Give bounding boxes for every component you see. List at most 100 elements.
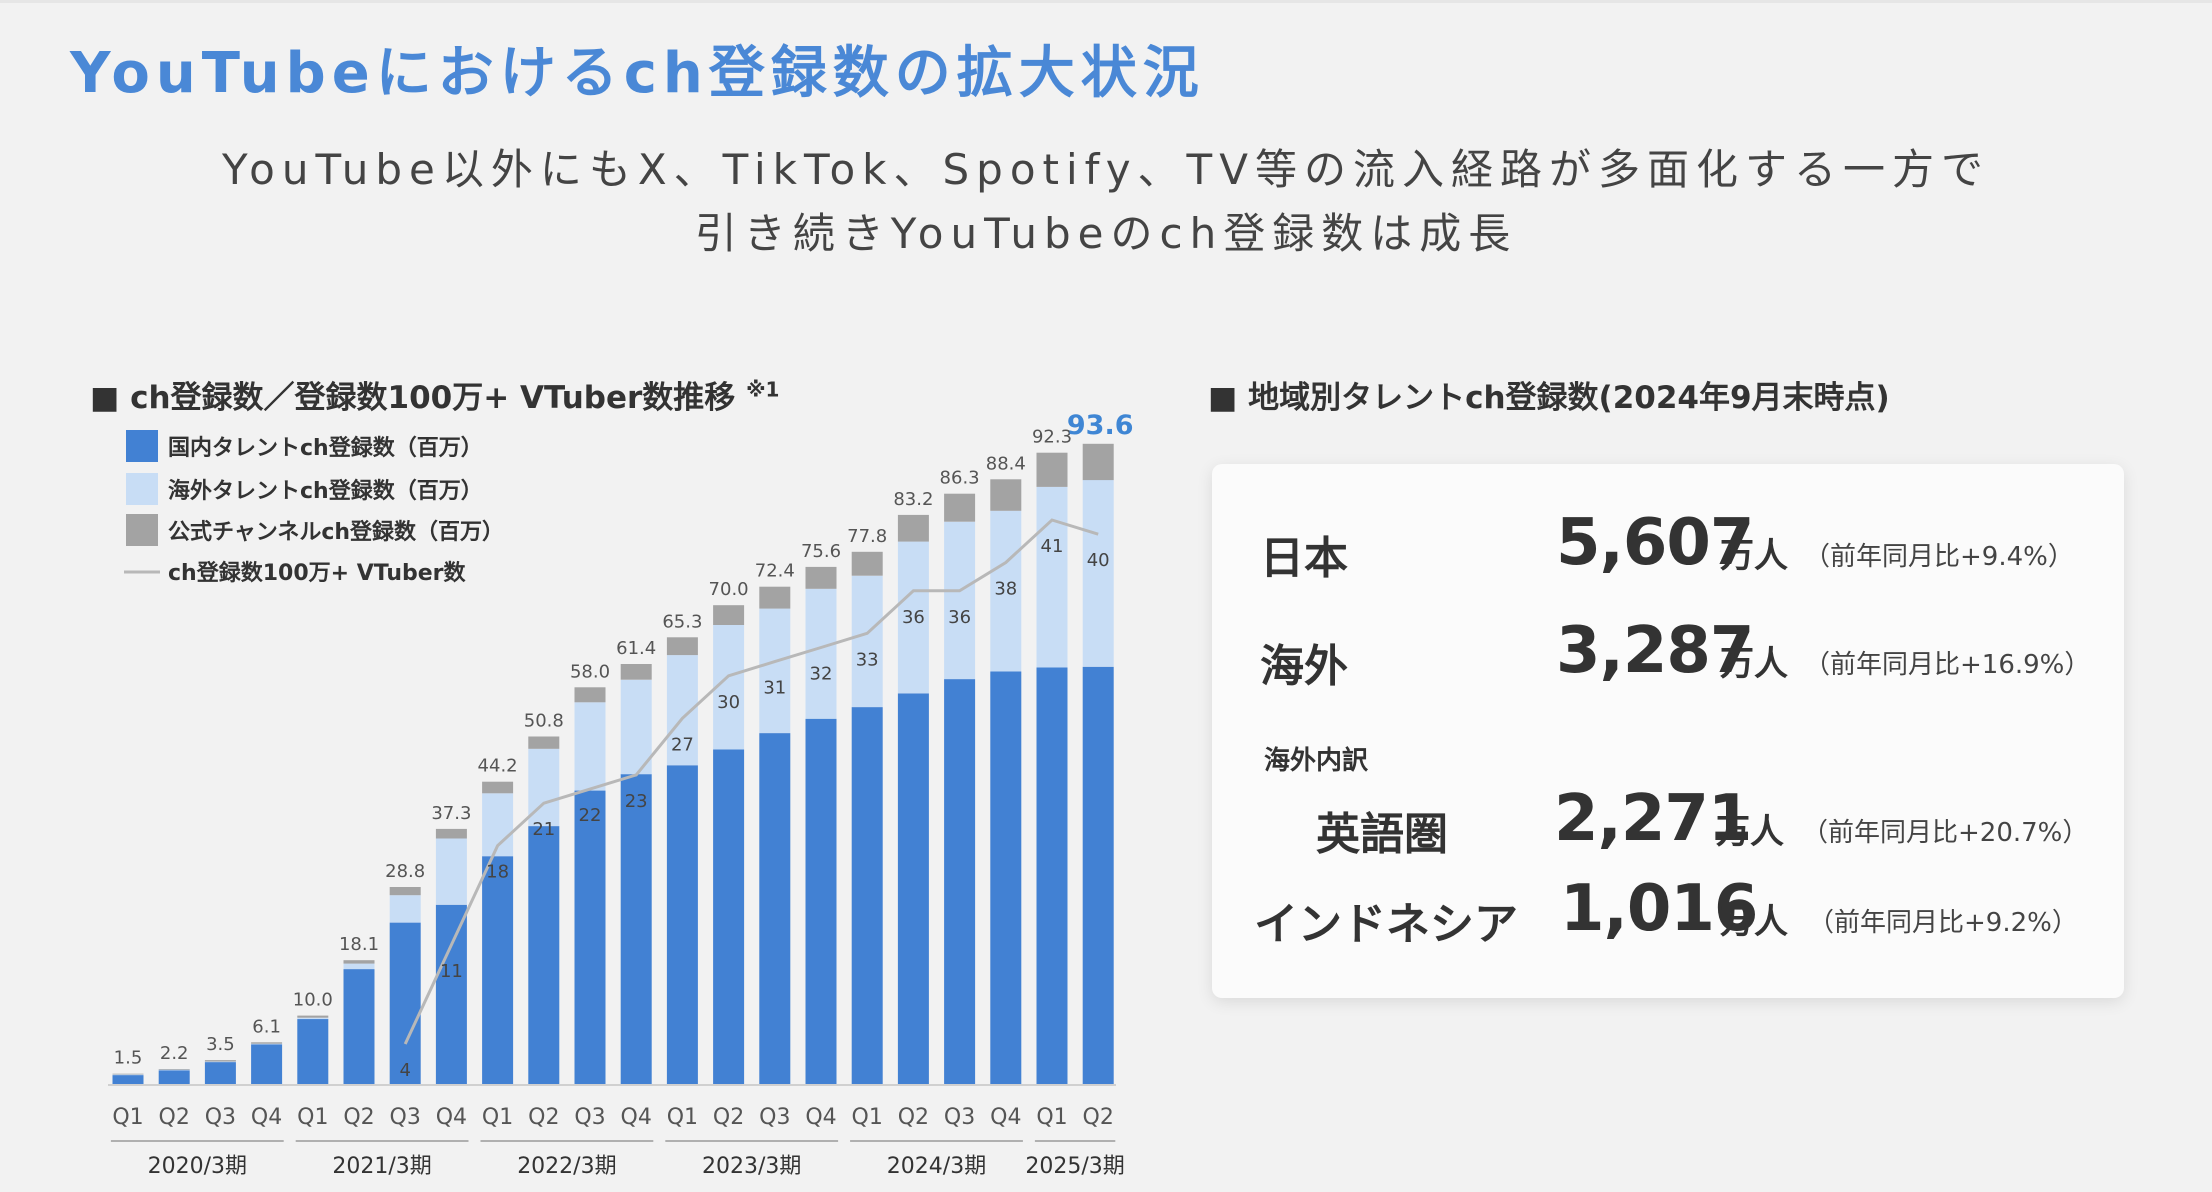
total-label-12: 65.3 <box>662 611 702 632</box>
bar-segment-0-20 <box>1036 667 1068 1084</box>
bar-segment-2-18 <box>944 493 976 522</box>
bar-segment-1-0 <box>112 1074 144 1076</box>
total-label-14: 72.4 <box>755 561 795 582</box>
region-unit-english: 万人 <box>1716 812 1784 852</box>
bar-segment-0-14 <box>759 733 791 1084</box>
total-label-20: 92.3 <box>1032 427 1072 448</box>
bar-segment-1-4 <box>297 1017 329 1020</box>
total-label-18: 86.3 <box>940 468 980 489</box>
bar-segment-1-14 <box>759 608 791 734</box>
region-name-overseas: 海外 <box>1260 641 1348 692</box>
tick-label-8: Q1 <box>482 1105 513 1130</box>
bar-segment-2-9 <box>528 736 560 749</box>
region-value-indonesia: 1,016 <box>1560 872 1758 946</box>
bar-segment-0-3 <box>251 1044 283 1084</box>
bar-segment-0-19 <box>990 671 1022 1084</box>
tick-label-13: Q2 <box>713 1105 744 1130</box>
tick-label-2: Q3 <box>205 1105 236 1130</box>
chart-section-note: ※1 <box>746 377 780 402</box>
bar-segment-0-0 <box>112 1075 144 1084</box>
vtuber-label-6: 27 <box>671 734 694 755</box>
bar-segment-0-17 <box>897 693 929 1084</box>
total-label-2: 3.5 <box>206 1034 235 1055</box>
bar-segment-0-4 <box>297 1019 329 1084</box>
bar-segment-0-18 <box>944 679 976 1084</box>
chart-bars <box>112 443 1114 1084</box>
chart-section-label-text: ■ ch登録数／登録数100万+ VTuber数推移 <box>90 380 736 416</box>
bar-segment-1-20 <box>1036 486 1068 668</box>
bar-segment-0-6 <box>389 922 421 1084</box>
tick-label-3: Q4 <box>251 1105 282 1130</box>
tick-label-5: Q2 <box>343 1105 374 1130</box>
region-yoy-japan: （前年同月比+9.4%） <box>1804 542 2074 572</box>
bar-segment-1-1 <box>158 1069 190 1071</box>
tick-label-14: Q3 <box>759 1105 790 1130</box>
bar-segment-0-5 <box>343 969 375 1084</box>
bar-segment-2-13 <box>713 605 745 625</box>
bar-segment-2-1 <box>158 1069 190 1070</box>
total-label-13: 70.0 <box>709 579 749 600</box>
region-name-indonesia: インドネシア <box>1254 899 1518 950</box>
bar-segment-0-11 <box>620 774 652 1084</box>
bar-segment-2-16 <box>851 551 883 576</box>
vtuber-label-0: 4 <box>399 1060 410 1081</box>
legend-label-line: ch登録数100万+ VTuber数 <box>168 560 467 586</box>
bar-segment-1-21 <box>1082 480 1114 667</box>
page-subtitle-line2: 引き続きYouTubeのch登録数は成長 <box>694 209 1518 258</box>
bar-segment-1-10 <box>574 702 606 791</box>
bar-segment-2-3 <box>251 1042 283 1044</box>
total-label-15: 75.6 <box>801 541 841 562</box>
total-label-4: 10.0 <box>293 990 333 1011</box>
bar-segment-0-16 <box>851 707 883 1084</box>
region-name-japan: 日本 <box>1260 533 1348 584</box>
bar-segment-1-7 <box>435 838 467 905</box>
tick-label-6: Q3 <box>390 1105 421 1130</box>
legend-swatch-1 <box>126 473 158 505</box>
total-label-16: 77.8 <box>847 526 887 547</box>
total-label-5: 18.1 <box>339 934 379 955</box>
top-border <box>0 0 2212 3</box>
total-label-19: 88.4 <box>986 453 1026 474</box>
bar-segment-0-12 <box>666 765 698 1084</box>
vtuber-label-3: 21 <box>532 819 555 840</box>
tick-label-10: Q3 <box>574 1105 605 1130</box>
subscriber-chart: 国内タレントch登録数（百万） 海外タレントch登録数（百万） 公式チャンネルch登… <box>108 410 1134 1179</box>
vtuber-label-8: 31 <box>763 678 786 699</box>
bar-segment-1-11 <box>620 679 652 775</box>
bar-segment-0-9 <box>528 826 560 1084</box>
region-name-english: 英語圏 <box>1316 809 1448 860</box>
bar-segment-2-15 <box>805 566 837 589</box>
tick-label-16: Q1 <box>852 1105 883 1130</box>
tick-label-7: Q4 <box>436 1105 467 1130</box>
total-label-6: 28.8 <box>385 861 425 882</box>
bar-segment-2-21 <box>1082 443 1114 481</box>
tick-label-21: Q2 <box>1083 1105 1114 1130</box>
overseas-breakdown-label: 海外内訳 <box>1264 746 1369 776</box>
chart-legend: 国内タレントch登録数（百万） 海外タレントch登録数（百万） 公式チャンネルch登… <box>124 430 504 586</box>
bar-segment-2-2 <box>204 1060 236 1062</box>
vtuber-label-13: 38 <box>994 579 1017 600</box>
total-label-0: 1.5 <box>114 1048 143 1069</box>
bar-segment-2-4 <box>297 1015 329 1018</box>
total-label-11: 61.4 <box>616 638 656 659</box>
bar-segment-1-16 <box>851 575 883 708</box>
bar-segment-0-7 <box>435 904 467 1084</box>
bar-segment-1-15 <box>805 588 837 719</box>
tick-label-18: Q3 <box>944 1105 975 1130</box>
vtuber-label-12: 36 <box>948 607 971 628</box>
region-value-english: 2,271 <box>1554 782 1752 856</box>
total-label-1: 2.2 <box>160 1043 189 1064</box>
vtuber-label-10: 33 <box>856 649 879 670</box>
chart-section-label: ■ ch登録数／登録数100万+ VTuber数推移 ※1 <box>90 372 779 417</box>
vtuber-label-15: 40 <box>1087 550 1110 571</box>
vtuber-label-7: 30 <box>717 692 740 713</box>
bar-segment-1-6 <box>389 895 421 923</box>
vtuber-label-4: 22 <box>579 805 602 826</box>
bar-segment-2-17 <box>897 514 929 542</box>
bar-segment-1-3 <box>251 1043 283 1045</box>
region-value-japan: 5,607 <box>1556 506 1754 580</box>
bar-segment-2-7 <box>435 828 467 839</box>
total-label-10: 58.0 <box>570 661 610 682</box>
region-unit-japan: 万人 <box>1720 536 1788 576</box>
bar-segment-2-12 <box>666 637 698 656</box>
